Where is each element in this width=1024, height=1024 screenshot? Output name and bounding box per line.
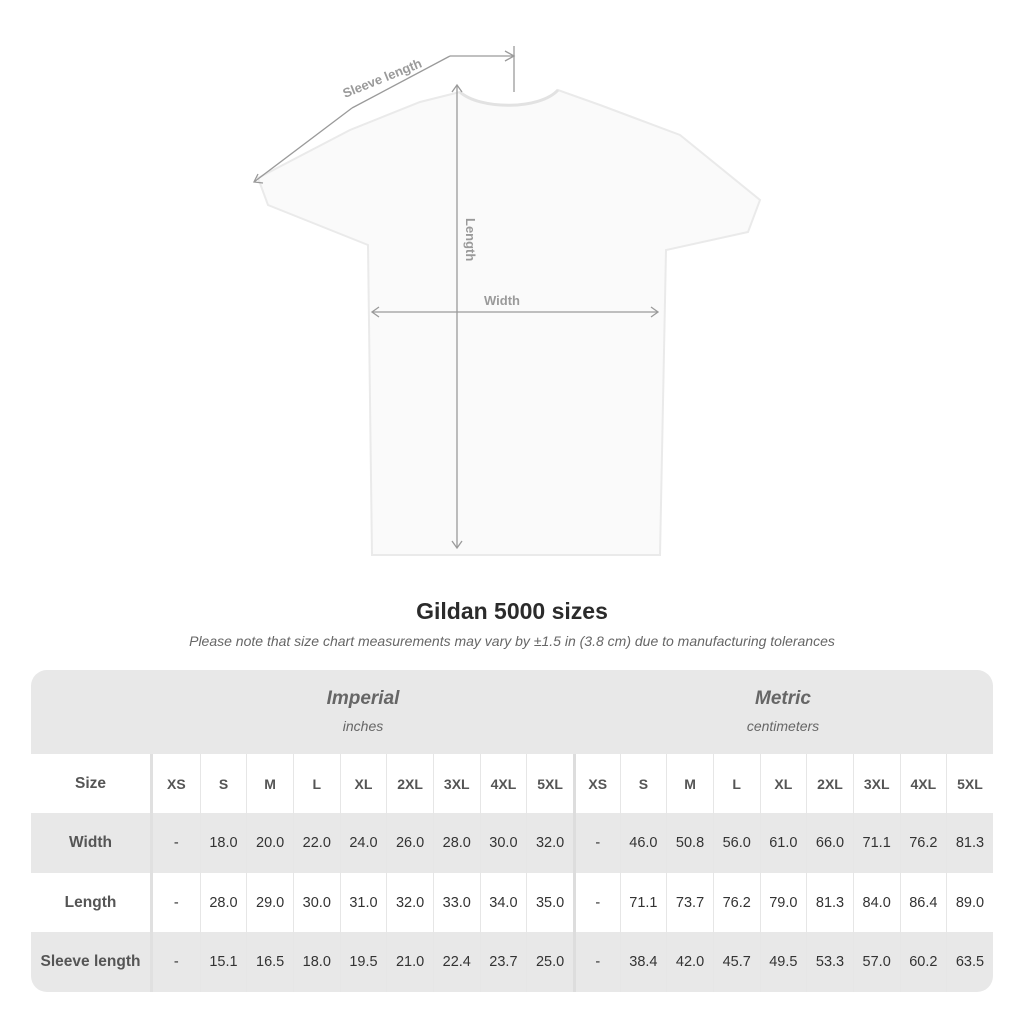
table-cell: 57.0 — [852, 932, 900, 992]
table-cell: 15.1 — [199, 932, 247, 992]
table-cell: 34.0 — [479, 873, 527, 932]
table-cell: 22.4 — [432, 932, 480, 992]
chart-title: Gildan 5000 sizes — [416, 598, 608, 624]
table-cell: 22.0 — [292, 813, 340, 873]
length-label: Length — [463, 218, 478, 261]
table-cell: - — [572, 813, 620, 873]
table-cell: - — [572, 873, 620, 932]
table-cell: - — [173, 894, 179, 911]
table-cell: 89.0 — [946, 873, 993, 932]
size-header-cell: M — [246, 754, 293, 813]
sleeve-length-label: Sleeve length — [341, 55, 424, 100]
size-header-row: Size XS S M L XL 2XL 3XL 4XL 5XL XS S M L XL 2XL 3XL 4XL 5… — [31, 754, 993, 813]
size-header-cell: 5XL — [526, 754, 573, 813]
table-cell: 73.7 — [666, 873, 713, 932]
table-cell: 71.1 — [619, 873, 667, 932]
table-cell: 21.0 — [386, 932, 433, 992]
table-cell: 29.0 — [246, 873, 293, 932]
size-header-cell: S — [619, 754, 667, 813]
table-cell: 26.0 — [386, 813, 433, 873]
table-cell: 49.5 — [759, 932, 807, 992]
table-cell: 31.0 — [339, 873, 387, 932]
metric-title: Metric — [755, 688, 811, 709]
size-header-cell: S — [199, 754, 247, 813]
table-cell: 63.5 — [946, 932, 993, 992]
table-cell: 60.2 — [899, 932, 947, 992]
table-cell: 61.0 — [759, 813, 807, 873]
imperial-header: Imperial inches — [153, 670, 573, 754]
group-header-band — [31, 670, 993, 754]
table-cell: 86.4 — [899, 873, 947, 932]
size-header-cell: 4XL — [899, 754, 947, 813]
table-cell: 28.0 — [199, 873, 247, 932]
size-header-cell: XS — [572, 754, 620, 813]
table-cell: 25.0 — [526, 932, 573, 992]
size-header-cell: 3XL — [432, 754, 480, 813]
size-header-cell: 4XL — [479, 754, 527, 813]
table-cell: 19.5 — [339, 932, 387, 992]
table-cell: 30.0 — [479, 813, 527, 873]
table-cell: 28.0 — [432, 813, 480, 873]
table-cell: 30.0 — [292, 873, 340, 932]
row-label: Width — [31, 813, 153, 873]
table-cell: 24.0 — [339, 813, 387, 873]
width-label: Width — [484, 293, 520, 308]
table-cell: - — [173, 954, 179, 970]
table-cell: 32.0 — [386, 873, 433, 932]
table-cell: 50.8 — [666, 813, 713, 873]
size-header-cell: M — [666, 754, 713, 813]
table-cell: 38.4 — [619, 932, 667, 992]
table-row: Width -18.0 20.0 22.0 24.0 26.0 28.0 30.0 32.0-4… — [31, 813, 993, 873]
size-header-cell: 5XL — [946, 754, 993, 813]
table-cell: 23.7 — [479, 932, 527, 992]
table-cell: 76.2 — [712, 873, 760, 932]
table-row: Length -28.0 29.0 30.0 31.0 32.0 33.0 34.0 35.0-… — [31, 873, 993, 932]
table-cell: 16.5 — [246, 932, 293, 992]
imperial-title: Imperial — [326, 688, 400, 709]
table-cell: 53.3 — [806, 932, 853, 992]
size-header-cell: XL — [759, 754, 807, 813]
row-label: Sleeve length — [31, 932, 153, 992]
table-row: Sleeve length - 15.1 16.5 18.0 19.5 21.0 22.4 23… — [31, 932, 993, 992]
table-cell: - — [572, 932, 620, 992]
table-cell: 33.0 — [432, 873, 480, 932]
row-band — [31, 932, 993, 992]
size-header-cell: XS — [166, 775, 186, 792]
table-cell: 81.3 — [946, 813, 993, 873]
row-label: Size — [31, 754, 153, 813]
table-cell: 45.7 — [712, 932, 760, 992]
table-cell: 46.0 — [619, 813, 667, 873]
metric-unit: centimeters — [746, 718, 820, 734]
table-cell: 42.0 — [666, 932, 713, 992]
tshirt-shape — [256, 88, 762, 556]
table-cell: - — [173, 835, 179, 851]
size-header-cell: L — [292, 754, 340, 813]
table-cell: 66.0 — [806, 813, 853, 873]
table-cell: 56.0 — [712, 813, 760, 873]
table-cell: 71.1 — [852, 813, 900, 873]
table-cell: 32.0 — [526, 813, 573, 873]
table-cell: 18.0 — [292, 932, 340, 992]
row-label: Length — [31, 873, 153, 932]
size-header-cell: 3XL — [852, 754, 900, 813]
table-cell: 81.3 — [806, 873, 853, 932]
imperial-unit: inches — [342, 718, 384, 734]
size-table: Imperial inches Metric centimeters Size X… — [31, 670, 993, 992]
table-cell: 76.2 — [899, 813, 947, 873]
sleeve-measure-line — [253, 107, 353, 183]
row-band — [31, 813, 993, 873]
metric-header: Metric centimeters — [573, 670, 993, 754]
size-header-cell: 2XL — [806, 754, 853, 813]
size-header-cell: XL — [339, 754, 387, 813]
size-header-cell: L — [712, 754, 760, 813]
tshirt-diagram: Sleeve length Length Width — [253, 46, 762, 556]
table-cell: 18.0 — [199, 813, 247, 873]
table-cell: 20.0 — [246, 813, 293, 873]
table-cell: 79.0 — [759, 873, 807, 932]
table-cell: 84.0 — [852, 873, 900, 932]
size-header-cell: 2XL — [386, 754, 433, 813]
table-cell: 35.0 — [526, 873, 573, 932]
tolerance-note: Please note that size chart measurements… — [189, 633, 835, 649]
